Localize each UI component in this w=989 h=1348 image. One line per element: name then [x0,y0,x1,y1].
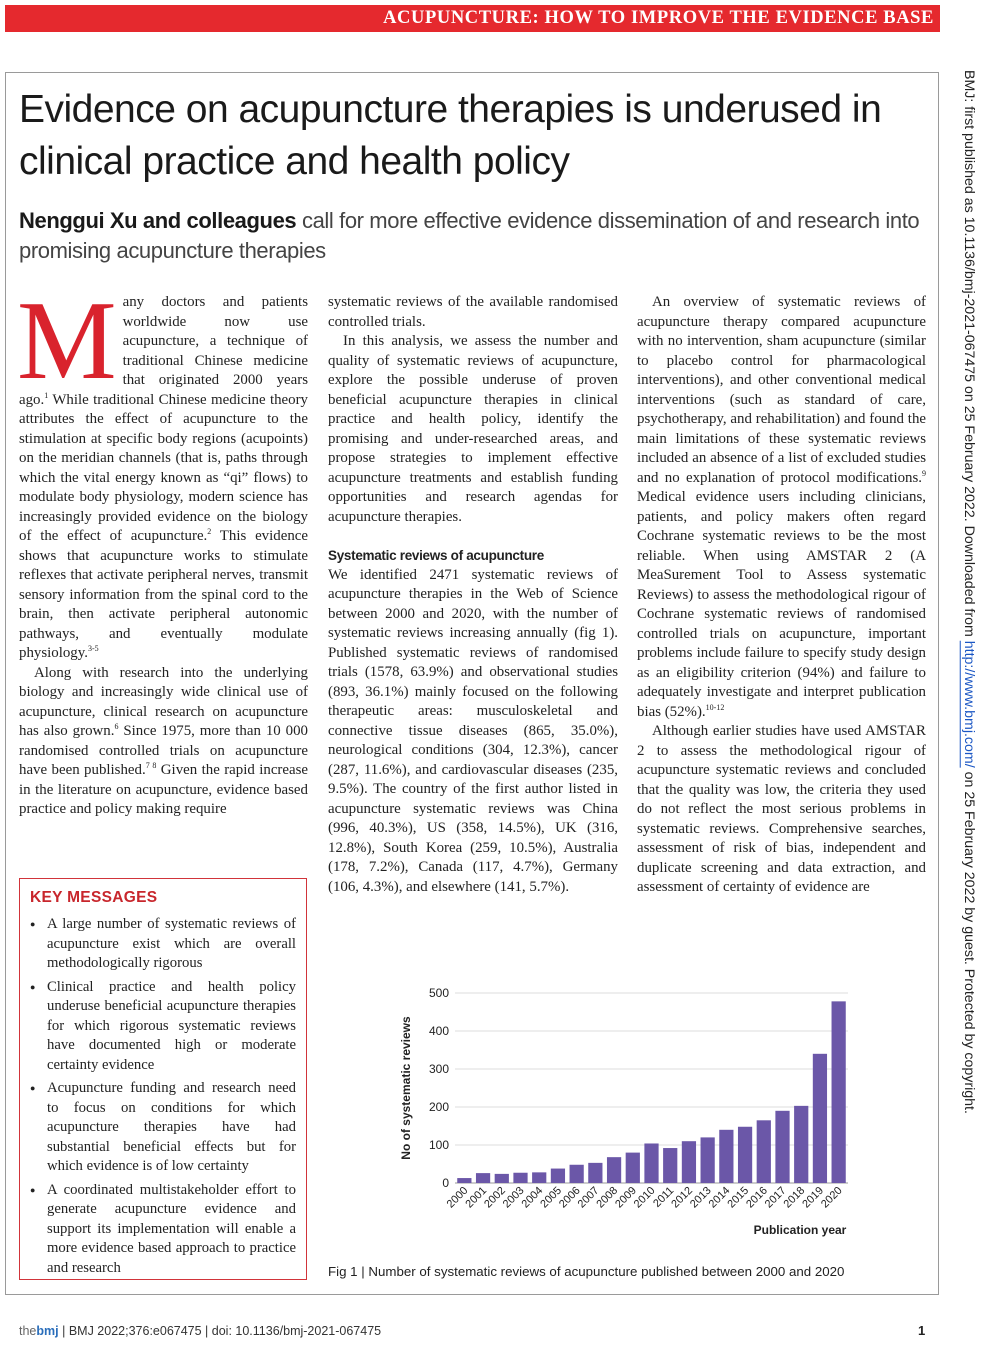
title: Evidence on acupuncture therapies is und… [19,88,882,183]
key-messages-list: A large number of systematic reviews of … [30,915,296,1278]
bar [831,1001,846,1183]
text: Given the rapid increase in the literatu… [19,762,309,817]
text: Although earlier studies have used AMSTA… [637,723,926,895]
text: Since 1975, more than 10 000 randomised … [19,723,308,778]
frame [5,72,939,1295]
reference: 6 [114,722,119,732]
y-axis-label: No of systematic reviews [399,1016,413,1160]
banner: ACUPUNCTURE: HOW TO IMPROVE THE EVIDENCE… [5,5,940,32]
bar [532,1172,547,1183]
paragraph: An overview of systematic reviews of acu… [637,293,926,722]
bar [513,1172,528,1183]
key-message: Acupuncture funding and research need to… [30,1079,296,1177]
bar [457,1178,472,1183]
subhead: Systematic reviews of acupuncture [328,548,544,563]
paragraph: We identified 2471 systematic reviews of… [328,566,618,898]
text: Medical evidence users including clinici… [637,489,926,720]
paragraph: In this analysis, we assess the number a… [328,332,618,527]
banner-text: ACUPUNCTURE: HOW TO IMPROVE THE EVIDENCE… [383,8,934,28]
x-tick-label: 2020 [819,1185,845,1211]
bar [756,1120,771,1183]
text: While traditional Chinese medicine theor… [19,391,308,545]
side-note: BMJ: first published as 10.1136/bmj-2021… [961,70,977,1114]
bar [475,1173,491,1183]
y-tick-label: 200 [429,1100,449,1114]
bar [494,1173,509,1183]
y-tick-label: 400 [429,1024,449,1038]
chart: 0 100 200 300 400 500 No of systematic reviews… [399,986,848,1237]
bar [812,1053,828,1183]
bar [775,1110,790,1183]
key-message: A coordinated multistakeholder effort to… [30,1181,296,1279]
logo: bmj [36,1324,59,1338]
y-tick-label: 100 [429,1138,449,1152]
text: We identified 2471 systematic reviews of… [328,566,618,895]
bar [625,1152,640,1183]
key-messages-heading: KEY MESSAGES [30,889,158,906]
bar [737,1126,753,1183]
y-tick-label: 300 [429,1062,449,1076]
logo: the [19,1324,37,1338]
reference: 10-12 [705,702,725,712]
standfirst-text: call for more effective evidence dissemi… [19,208,920,263]
paragraph: systematic reviews of the available rand… [328,293,618,332]
column: An overview of systematic reviews of acu… [637,293,926,898]
bar [663,1148,678,1183]
bar [588,1162,603,1183]
bar [700,1137,715,1183]
reference: 9 [922,468,926,478]
side-text: on 25 February 2022 by guest. Protected … [961,767,977,1114]
bar [569,1164,584,1183]
link[interactable]: http://www.bmj.com/ [961,640,977,768]
text: systematic reviews of the available rand… [328,294,618,330]
key-message: A large number of systematic reviews of … [30,915,296,974]
drop-cap: M [17,279,117,403]
y-tick-label: 500 [429,986,449,1000]
text: An overview of systematic reviews of acu… [637,294,926,486]
bar [644,1143,659,1183]
footer: thebmj | BMJ 2022;376:e067475 | doi: 10.… [19,1324,381,1338]
key-message: Clinical practice and health policy unde… [30,978,296,1076]
reference: 7 8 [145,761,157,771]
page-number: 1 [918,1323,926,1338]
bar [719,1129,734,1183]
text: any doctors and patients worldwide now u… [19,294,308,408]
x-axis-label: Publication year [754,1223,847,1237]
text: In this analysis, we assess the number a… [328,333,618,525]
side-text: BMJ: first published as 10.1136/bmj-2021… [961,70,977,641]
paragraph: Although earlier studies have used AMSTA… [637,722,926,898]
figure-caption: Fig 1 | Number of systematic reviews of … [328,1264,845,1279]
paragraph: Along with research into the underlying … [19,664,308,820]
citation: | BMJ 2022;376:e067475 | doi: 10.1136/bm… [62,1324,382,1338]
reference: 1 [44,390,49,400]
text: Along with research into the underlying … [19,664,308,740]
column: systematic reviews of the available rand… [328,293,618,897]
reference: 3-5 [87,644,99,654]
bar [606,1157,622,1183]
text: This evidence shows that acupuncture wor… [19,528,308,661]
y-tick-label: 0 [442,1176,449,1190]
author: Nenggui Xu and colleagues [19,208,297,233]
bar [550,1168,566,1183]
standfirst: Nenggui Xu and colleagues call for more … [19,206,924,266]
bar [681,1141,697,1183]
reference: 2 [207,527,212,537]
bar [794,1105,809,1183]
key-messages: KEY MESSAGES A large number of systematic… [19,878,307,1280]
